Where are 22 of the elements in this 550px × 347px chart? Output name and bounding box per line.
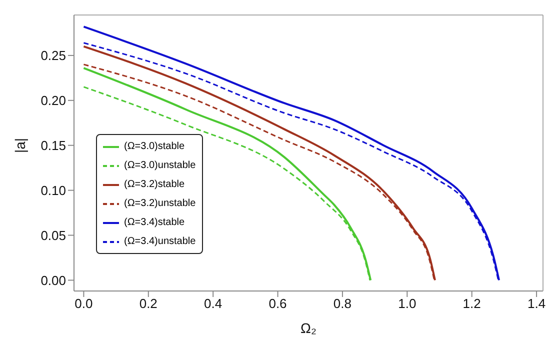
x-tick-label: 0.4 [204, 296, 222, 312]
legend-label: (Ω=3.4)unstable [124, 236, 196, 247]
y-tick-label: 0.20 [40, 93, 66, 108]
y-tick-label: 0.05 [40, 228, 66, 243]
legend-label: (Ω=3.2)stable [124, 179, 185, 190]
x-tick-label: 1.0 [398, 296, 416, 312]
x-tick-label: 0.6 [268, 296, 287, 312]
x-tick-label: 1.4 [527, 296, 546, 312]
x-tick-label: 0.8 [333, 296, 352, 312]
x-tick-label: 0.2 [139, 296, 158, 312]
x-tick-label: 1.2 [462, 296, 481, 312]
y-tick-label: 0.00 [40, 272, 66, 288]
legend-label: (Ω=3.2)unstable [124, 198, 196, 209]
x-axis-title: Ω₂ [300, 320, 316, 336]
y-tick-label: 0.25 [40, 48, 66, 64]
legend-label: (Ω=3.0)stable [124, 141, 185, 152]
x-tick-label: 0.0 [74, 296, 93, 312]
y-axis-title: |a| [12, 138, 28, 153]
legend-label: (Ω=3.0)unstable [124, 160, 196, 171]
legend-label: (Ω=3.4)stable [124, 217, 185, 228]
y-tick-label: 0.10 [40, 182, 66, 198]
y-tick-label: 0.15 [40, 138, 66, 153]
